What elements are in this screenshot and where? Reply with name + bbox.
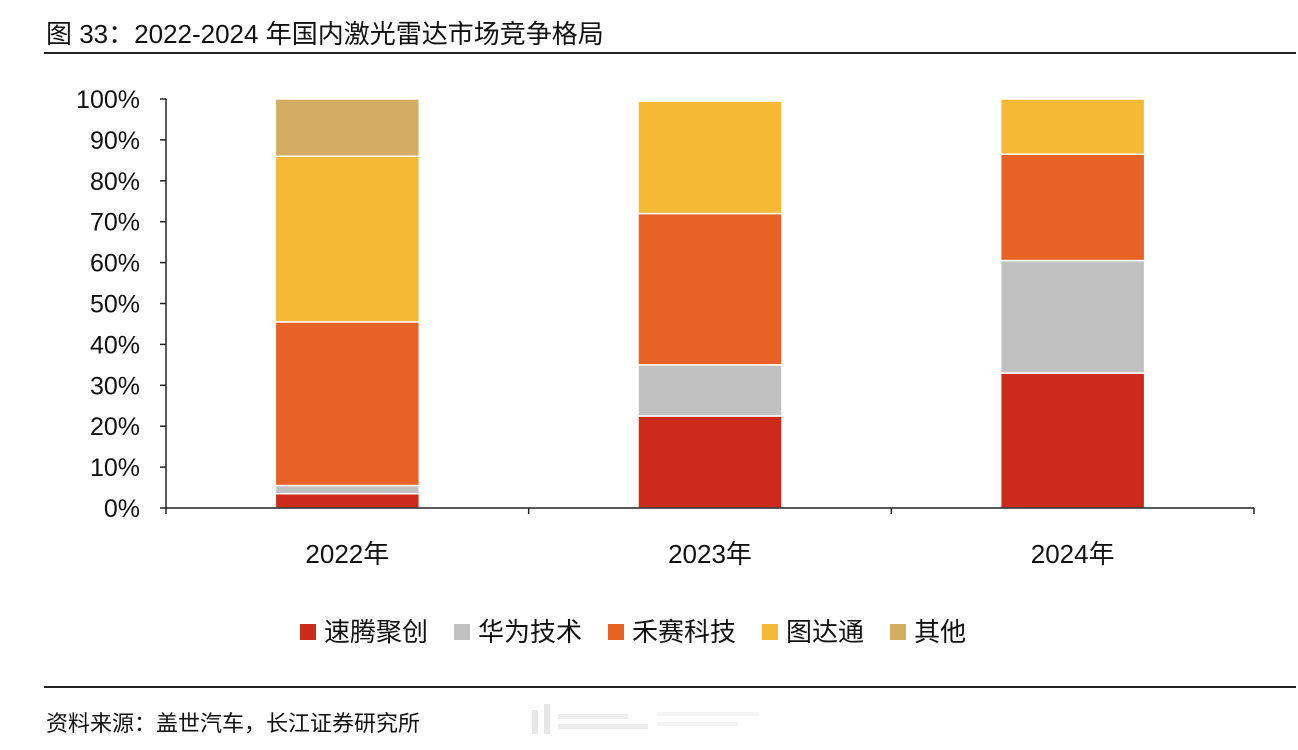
bar-segment — [274, 321, 421, 487]
y-tick-label: 60% — [90, 250, 140, 278]
legend-label: 速腾聚创 — [324, 617, 429, 647]
y-tick-label: 0% — [104, 495, 140, 523]
x-tick-label: 2024年 — [1031, 539, 1115, 569]
legend-item: 禾赛科技 — [608, 614, 736, 650]
bar-segment — [637, 212, 783, 366]
y-tick-label: 50% — [90, 291, 140, 319]
y-tick-label: 100% — [76, 86, 140, 114]
bar-segment — [274, 98, 421, 158]
bar-segment — [999, 153, 1146, 262]
legend-label: 华为技术 — [478, 617, 583, 647]
y-tick-label: 80% — [90, 168, 140, 196]
source-note: 资料来源：盖世汽车，长江证券研究所 — [46, 711, 421, 736]
legend-swatch — [890, 624, 907, 640]
legend-item: 图达通 — [762, 614, 864, 650]
footer-divider — [44, 686, 1296, 688]
legend-swatch — [300, 624, 316, 640]
bars-group — [274, 98, 1146, 509]
legend-label: 其他 — [914, 617, 967, 647]
legend-swatch — [762, 624, 779, 640]
y-tick-label: 70% — [90, 209, 140, 237]
title-divider — [44, 52, 1296, 54]
bar-segment — [274, 492, 421, 509]
y-tick-label: 20% — [90, 413, 140, 441]
bar-segment — [274, 484, 421, 495]
page-title: 图 33：2022-2024 年国内激光雷达市场竞争格局 — [46, 19, 604, 49]
bar-segment — [637, 415, 783, 509]
bar-segment — [274, 155, 421, 323]
bar-segment — [637, 364, 783, 417]
bar-segment — [999, 372, 1146, 509]
bar-segment — [999, 259, 1146, 374]
y-axis: 0% 10% 20% 30% 40% 50% 60% 70% 80% 90% 100% — [76, 86, 167, 523]
legend-label: 禾赛科技 — [632, 617, 737, 647]
legend-item: 速腾聚创 — [300, 614, 428, 650]
y-tick-label: 40% — [90, 331, 140, 359]
x-tick-label: 2022年 — [305, 539, 389, 569]
legend-swatch — [454, 624, 471, 640]
x-axis: 2022年 2023年 2024年 — [165, 507, 1255, 569]
chart-legend: 速腾聚创 华为技术 禾赛科技 图达通 其他 — [300, 612, 992, 652]
legend-swatch — [608, 624, 625, 640]
watermark-logo — [532, 704, 758, 734]
y-tick-label: 10% — [90, 454, 140, 482]
legend-item: 其他 — [890, 614, 966, 650]
bar-segment — [999, 98, 1146, 155]
legend-item: 华为技术 — [454, 614, 582, 650]
x-tick-label: 2023年 — [668, 539, 752, 569]
y-tick-label: 90% — [90, 127, 140, 155]
legend-label: 图达通 — [786, 617, 865, 647]
bar-segment — [637, 100, 783, 215]
y-tick-label: 30% — [90, 372, 140, 400]
